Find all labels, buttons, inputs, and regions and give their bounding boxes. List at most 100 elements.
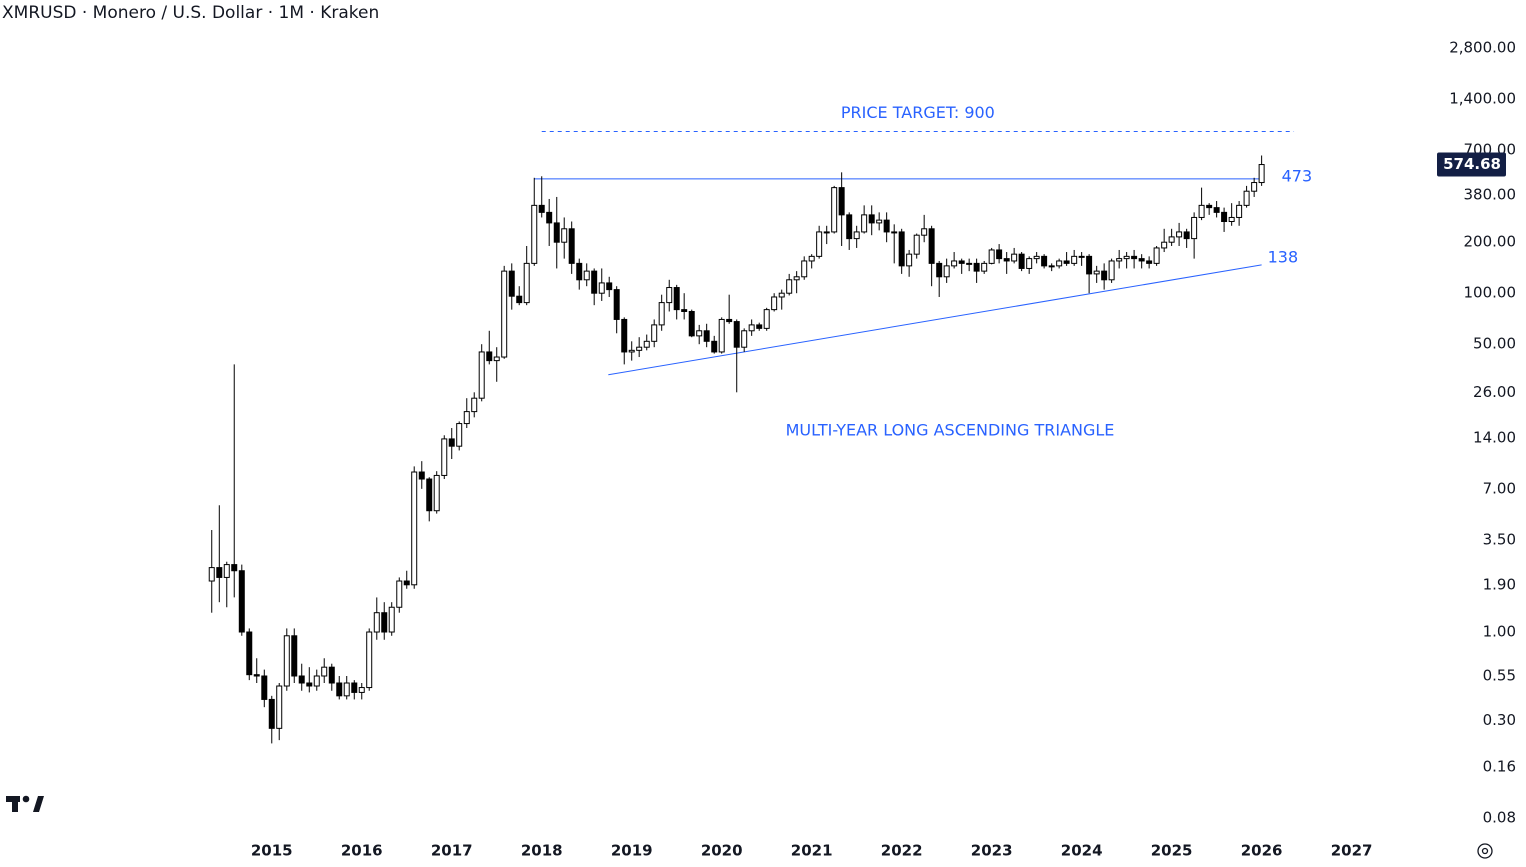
candle-body xyxy=(988,249,995,264)
x-tick-label: 2025 xyxy=(1151,842,1193,860)
candle-body xyxy=(711,340,718,353)
candle-body xyxy=(231,564,238,572)
candle-body xyxy=(801,260,808,278)
y-tick-label: 0.30 xyxy=(1483,711,1516,729)
candle-body xyxy=(1018,253,1025,269)
y-tick-label: 100.00 xyxy=(1464,284,1517,302)
candle-body xyxy=(1176,231,1183,238)
candle-body xyxy=(291,635,298,677)
y-tick-label: 14.00 xyxy=(1473,428,1516,446)
candle-body xyxy=(568,228,575,264)
candle-body xyxy=(546,211,553,224)
candle-body xyxy=(943,265,950,278)
candle-body xyxy=(1071,255,1078,264)
x-tick-label: 2020 xyxy=(701,842,743,860)
candle-body xyxy=(576,262,583,281)
candle-body xyxy=(966,262,973,265)
candle-body xyxy=(388,606,395,633)
candle-body xyxy=(208,567,215,582)
candle-body xyxy=(748,324,755,332)
candle-body xyxy=(396,580,403,608)
candle-body xyxy=(306,682,313,687)
x-tick-label: 2026 xyxy=(1241,842,1283,860)
candle-body xyxy=(411,471,418,586)
candle-body xyxy=(778,292,785,298)
candle-body xyxy=(846,214,853,240)
candle-body xyxy=(343,682,350,697)
candle-body xyxy=(861,214,868,233)
candle-body xyxy=(1161,241,1168,249)
candle-body xyxy=(1213,207,1220,213)
candle-body xyxy=(891,231,898,234)
candle-body xyxy=(666,287,673,304)
candle-body xyxy=(501,270,508,358)
x-tick-label: 2022 xyxy=(881,842,923,860)
x-tick-label: 2017 xyxy=(431,842,473,860)
candle-body xyxy=(478,351,485,399)
candle-body xyxy=(561,228,568,243)
candle-body xyxy=(1198,204,1205,218)
candle-body xyxy=(1183,231,1190,240)
candle-body xyxy=(1063,260,1070,264)
candle-body xyxy=(981,262,988,272)
candle-body xyxy=(741,330,748,348)
candle-body xyxy=(763,309,770,329)
candle-body xyxy=(223,564,230,578)
candle-body xyxy=(651,324,658,342)
candle-body xyxy=(1236,204,1243,218)
candle-body xyxy=(358,687,365,693)
candle-body xyxy=(1221,211,1228,223)
candle-body xyxy=(906,253,913,267)
candle-body xyxy=(628,349,635,353)
candle-body xyxy=(636,346,643,351)
candle-body xyxy=(1116,258,1123,262)
candle-body xyxy=(658,302,665,326)
y-tick-label: 1.90 xyxy=(1483,575,1516,593)
candle-body xyxy=(816,231,823,257)
chart-title: XMRUSD · Monero / U.S. Dollar · 1M · Kra… xyxy=(2,3,379,23)
y-tick-label: 2,800.00 xyxy=(1449,39,1516,57)
x-tick-label: 2019 xyxy=(611,842,653,860)
candle-body xyxy=(366,631,373,689)
candle-body xyxy=(1026,258,1033,269)
candle-body xyxy=(1086,255,1093,275)
candle-body xyxy=(531,204,538,264)
candle-body xyxy=(786,279,793,294)
candle-body xyxy=(1258,164,1265,184)
candle-body xyxy=(973,262,980,272)
candle-body xyxy=(913,234,920,255)
candle-body xyxy=(958,260,965,264)
candle-body xyxy=(598,282,605,294)
candle-body xyxy=(328,666,335,684)
candle-body xyxy=(321,666,328,677)
candle-body xyxy=(898,231,905,267)
candle-body xyxy=(726,318,733,323)
candle-body xyxy=(688,310,695,337)
candle-body xyxy=(928,228,935,264)
candle-body xyxy=(373,612,380,633)
candle-body xyxy=(448,438,455,447)
candle-body xyxy=(523,262,530,304)
candle-body xyxy=(1056,260,1063,267)
candle-body xyxy=(1138,258,1145,262)
candle-body xyxy=(733,321,740,348)
candle-body xyxy=(426,478,433,512)
pattern-label: MULTI-YEAR LONG ASCENDING TRIANGLE xyxy=(786,421,1115,440)
candle-body xyxy=(606,282,613,291)
candle-body xyxy=(1228,216,1235,223)
y-tick-label: 0.55 xyxy=(1483,666,1516,684)
x-tick-label: 2021 xyxy=(791,842,833,860)
candle-body xyxy=(298,675,305,684)
candle-body xyxy=(1033,255,1040,260)
y-tick-label: 200.00 xyxy=(1464,233,1517,251)
candle-body xyxy=(771,296,778,311)
y-tick-label: 1,400.00 xyxy=(1449,90,1516,108)
trend-label: 138 xyxy=(1268,247,1299,266)
candle-body xyxy=(268,698,275,729)
candle-body xyxy=(583,270,590,281)
settings-icon[interactable] xyxy=(1477,843,1493,859)
candle-body xyxy=(853,231,860,240)
candle-body xyxy=(433,474,440,512)
x-tick-label: 2016 xyxy=(341,842,383,860)
